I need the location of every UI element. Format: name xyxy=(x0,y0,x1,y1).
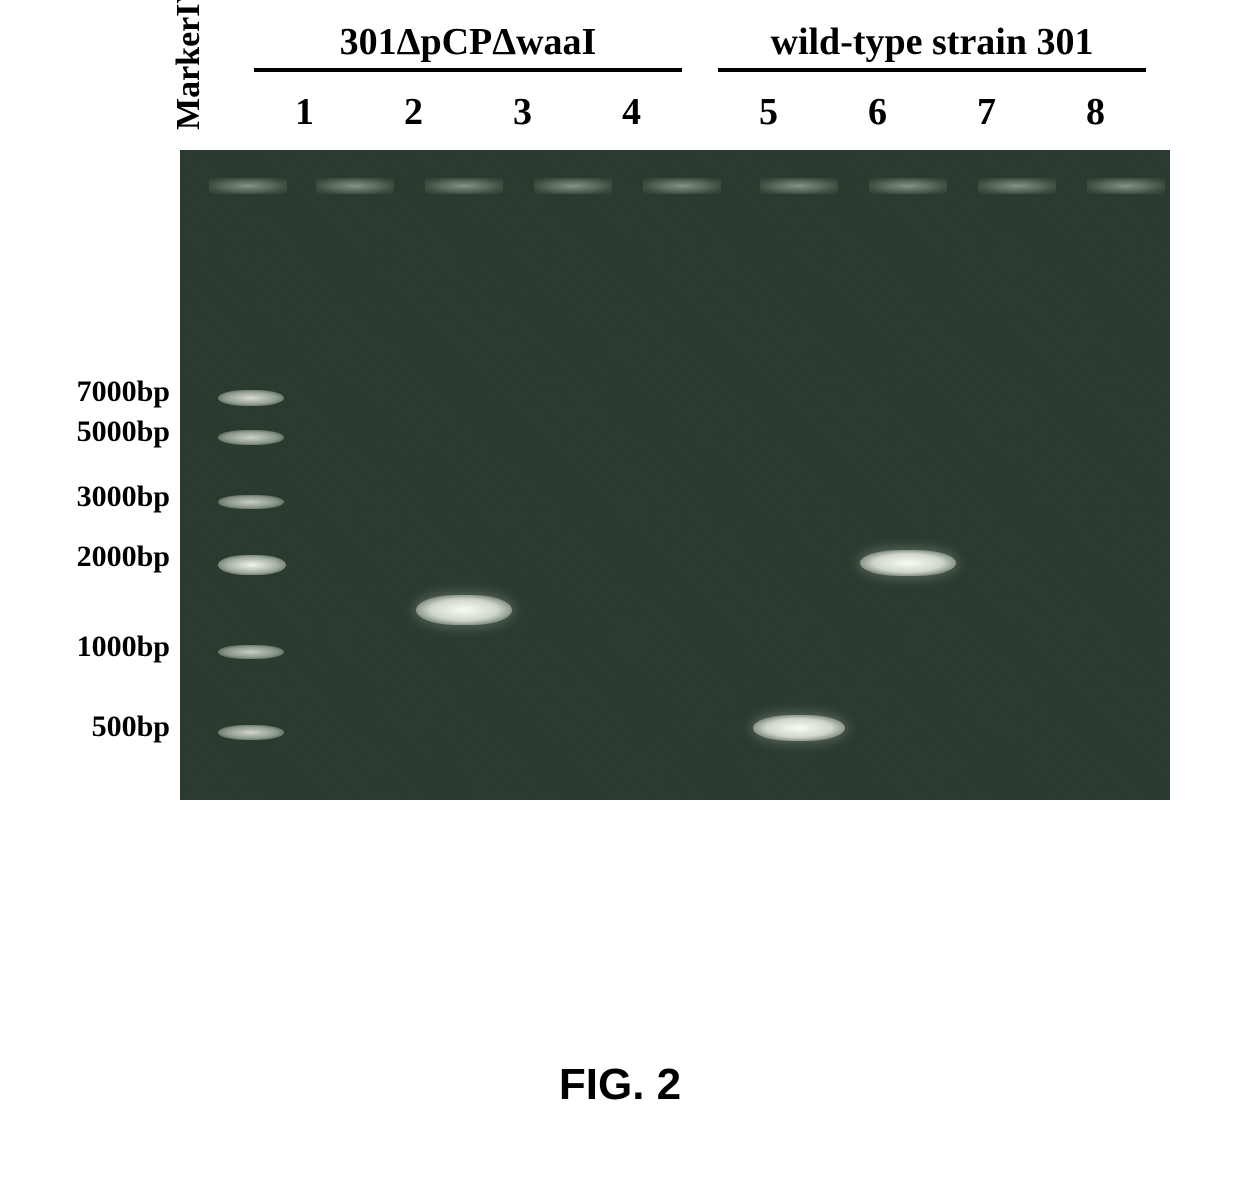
bp-label: 2000bp xyxy=(50,540,170,574)
bp-label: 5000bp xyxy=(50,415,170,449)
ladder-band xyxy=(218,390,284,406)
gel-image xyxy=(180,150,1170,800)
gel-well xyxy=(425,178,503,194)
bp-label: 3000bp xyxy=(50,480,170,514)
gel-well xyxy=(760,178,838,194)
gel-header: MarkerIV 301ΔpCPΔwaaIwild-type strain 30… xyxy=(50,20,1190,140)
sample-band-lane-2 xyxy=(416,595,512,625)
gel-well xyxy=(643,178,721,194)
group-label-text: wild-type strain 301 xyxy=(714,20,1150,68)
lane-number-6: 6 xyxy=(823,90,932,134)
bp-label: 7000bp xyxy=(50,375,170,409)
lane-number-2: 2 xyxy=(359,90,468,134)
ladder-band xyxy=(218,430,284,445)
ladder-band xyxy=(218,725,284,740)
group-label-text: 301ΔpCPΔwaaI xyxy=(250,20,686,68)
lane-number-5: 5 xyxy=(714,90,823,134)
gel-well xyxy=(316,178,394,194)
gel-well xyxy=(978,178,1056,194)
group-underline xyxy=(718,68,1146,72)
bp-label: 1000bp xyxy=(50,630,170,664)
lane-number-4: 4 xyxy=(577,90,686,134)
gel-well xyxy=(1087,178,1165,194)
lane-number-7: 7 xyxy=(932,90,1041,134)
gel-area: 7000bp 5000bp 3000bp 2000bp 1000bp 500bp xyxy=(50,150,1190,800)
figure-container: MarkerIV 301ΔpCPΔwaaIwild-type strain 30… xyxy=(50,20,1190,800)
group-underline xyxy=(254,68,682,72)
figure-caption-text: FIG. 2 xyxy=(559,1060,681,1109)
gel-well xyxy=(209,178,287,194)
lane-numbers-row: 12345678 xyxy=(250,90,1170,134)
marker-lane-label: MarkerIV xyxy=(170,0,208,130)
gel-well xyxy=(534,178,612,194)
figure-caption: FIG. 2 xyxy=(0,1060,1240,1110)
ladder-band xyxy=(218,645,284,659)
sample-band-lane-6 xyxy=(860,550,956,576)
group-label-0: 301ΔpCPΔwaaI xyxy=(250,20,686,72)
gel-well xyxy=(869,178,947,194)
bp-label: 500bp xyxy=(50,710,170,744)
lane-number-8: 8 xyxy=(1041,90,1150,134)
group-label-1: wild-type strain 301 xyxy=(714,20,1150,72)
lane-number-1: 1 xyxy=(250,90,359,134)
ladder-band xyxy=(218,495,284,509)
sample-band-lane-5 xyxy=(753,715,845,741)
ladder-band xyxy=(218,555,286,575)
lane-number-3: 3 xyxy=(468,90,577,134)
group-labels-row: 301ΔpCPΔwaaI wild-type strain 301 xyxy=(250,20,1170,72)
